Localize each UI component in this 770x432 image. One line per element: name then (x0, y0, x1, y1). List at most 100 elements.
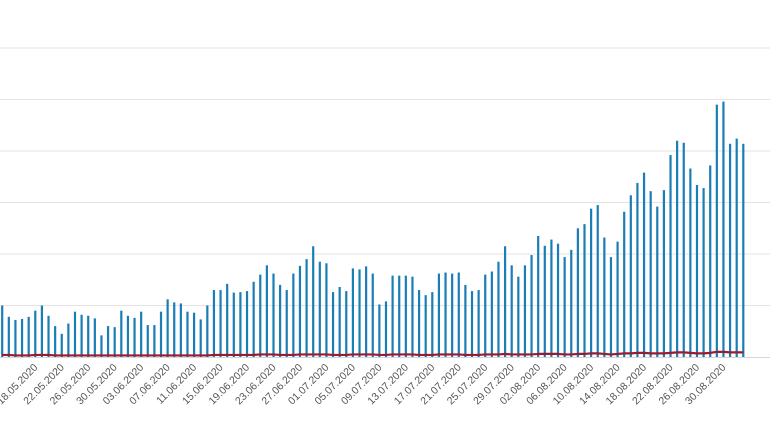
bar (325, 263, 328, 357)
bar (87, 315, 90, 357)
bar (609, 257, 613, 357)
bar-series (1, 101, 745, 358)
bar (312, 246, 315, 357)
bar (305, 259, 308, 357)
bar (417, 290, 421, 357)
bar (106, 326, 110, 357)
bar (722, 101, 725, 357)
bar (113, 327, 116, 357)
bar (702, 188, 705, 357)
bar (695, 184, 699, 357)
bar (133, 317, 136, 357)
bar (623, 211, 626, 357)
bar (54, 326, 57, 357)
bar (7, 316, 10, 357)
bar (510, 265, 513, 357)
bar (742, 143, 745, 357)
bar (431, 292, 434, 357)
bar (550, 239, 553, 357)
bar (1, 305, 4, 357)
bar (709, 165, 712, 357)
bar (437, 273, 441, 357)
bar (14, 319, 17, 357)
bar (265, 265, 268, 357)
bar (378, 304, 381, 357)
bar (563, 257, 566, 357)
bar (497, 261, 500, 358)
bar (404, 275, 407, 357)
bar (735, 138, 738, 357)
bar (603, 237, 606, 357)
bar (252, 281, 255, 357)
bar (40, 305, 43, 357)
bar (146, 325, 149, 357)
bar (279, 284, 282, 357)
bar (159, 311, 163, 357)
bar (358, 269, 361, 357)
bar (93, 318, 96, 358)
bar (259, 274, 262, 357)
bar (629, 195, 632, 357)
bar (285, 290, 288, 357)
bar (179, 303, 182, 357)
bar (411, 276, 414, 357)
bar (365, 266, 368, 357)
gridlines (0, 47, 770, 358)
bar (100, 335, 103, 357)
bar (490, 271, 493, 357)
bar (298, 265, 302, 358)
bar (649, 191, 652, 357)
bar (583, 224, 586, 357)
bar (484, 274, 487, 357)
bar (153, 325, 156, 357)
bar (331, 292, 335, 357)
series-line (2, 350, 744, 357)
bar (80, 314, 83, 357)
bar (570, 249, 573, 357)
bar (590, 208, 593, 357)
bar (232, 292, 235, 358)
x-axis-tick-labels: 18.05.202022.05.202026.05.202030.05.2020… (0, 362, 729, 408)
bar (451, 273, 454, 357)
bar (126, 315, 130, 357)
bar (596, 205, 599, 357)
bar (199, 319, 202, 357)
bar (636, 182, 639, 357)
bar (424, 295, 427, 357)
bar (689, 168, 692, 357)
bar (517, 276, 520, 357)
bar (662, 190, 665, 357)
bar (656, 206, 659, 357)
bar (470, 291, 474, 357)
bar (543, 245, 546, 357)
bar (398, 275, 401, 357)
bar (239, 292, 242, 357)
bar (212, 290, 216, 357)
bar (226, 283, 229, 357)
bar (530, 255, 533, 357)
bar (503, 246, 507, 357)
bar (556, 243, 560, 357)
bar (318, 261, 321, 358)
bar (576, 228, 579, 357)
bar (120, 310, 123, 357)
bar (676, 140, 679, 357)
bar (523, 265, 527, 357)
bar (292, 273, 295, 357)
line-series (2, 350, 744, 357)
bar (73, 311, 77, 357)
bar (140, 311, 143, 357)
bar (537, 235, 540, 357)
bar (67, 323, 70, 357)
bar (384, 301, 388, 357)
bar (245, 291, 249, 357)
bar (338, 286, 341, 357)
bar (457, 272, 460, 357)
bar (371, 273, 374, 357)
bar (173, 302, 176, 357)
bar (60, 333, 63, 357)
bar (47, 315, 50, 357)
bar (682, 142, 685, 357)
bar (642, 172, 646, 357)
